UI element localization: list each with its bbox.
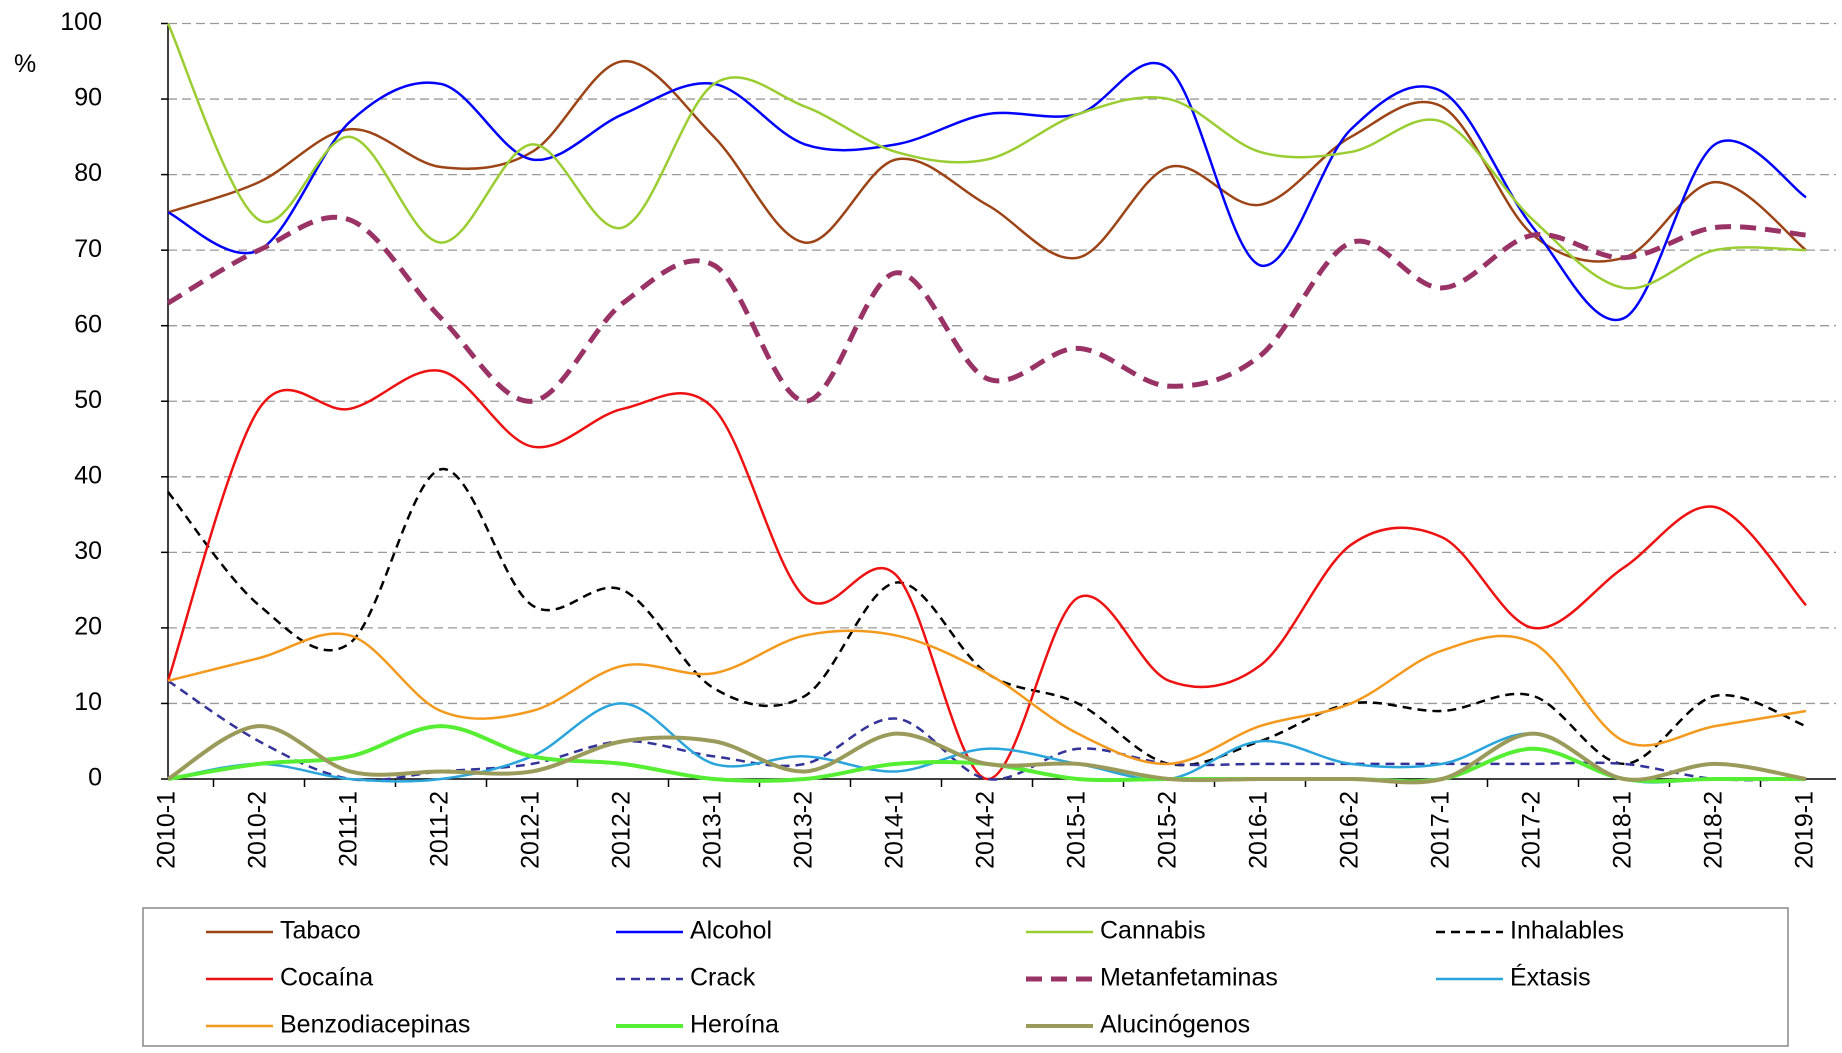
x-tick-label: 2015-2 — [1154, 791, 1182, 869]
series-line — [166, 369, 1807, 781]
series-line — [167, 467, 1807, 767]
x-tick-label: 2014-2 — [972, 791, 1000, 869]
y-tick-label: 0 — [88, 764, 102, 792]
x-tick-label: 2018-2 — [1700, 791, 1728, 869]
legend-label: Cannabis — [1100, 917, 1206, 945]
x-tick-label: 2015-1 — [1063, 791, 1091, 869]
y-tick-label: 50 — [74, 386, 102, 414]
y-tick-label: 80 — [74, 159, 102, 187]
x-tick-label: 2011-2 — [426, 791, 454, 867]
y-tick-label: 30 — [74, 537, 102, 565]
y-tick-label: 40 — [74, 461, 102, 489]
series-line — [166, 22, 1807, 290]
x-tick-label: 2018-1 — [1609, 791, 1637, 869]
legend-box — [142, 907, 1789, 1047]
y-tick-label: 10 — [74, 688, 102, 716]
legend-label: Benzodiacepinas — [280, 1011, 470, 1039]
x-tick-label: 2014-1 — [881, 791, 909, 869]
x-tick-label: 2010-1 — [153, 791, 181, 869]
x-tick-label: 2013-1 — [699, 791, 727, 869]
series-line — [167, 60, 1807, 263]
x-tick-label: 2013-2 — [790, 791, 818, 869]
x-tick-label: 2017-1 — [1427, 791, 1455, 869]
legend-label: Cocaína — [280, 964, 373, 992]
y-tick-label: 90 — [74, 84, 102, 112]
legend-label: Alucinógenos — [1100, 1011, 1250, 1039]
legend-label: Inhalables — [1510, 917, 1624, 945]
x-tick-label: 2019-1 — [1791, 791, 1819, 869]
y-axis-label: % — [14, 50, 36, 78]
x-tick-label: 2012-1 — [517, 791, 545, 869]
legend-label: Crack — [690, 964, 756, 992]
y-tick-label: 60 — [74, 310, 102, 338]
legend-label: Alcohol — [690, 917, 772, 945]
y-tick-label: 20 — [74, 613, 102, 641]
x-tick-label: 2017-2 — [1518, 791, 1546, 869]
legend-label: Tabaco — [280, 917, 361, 945]
series-line — [167, 61, 1807, 322]
x-tick-label: 2011-1 — [335, 791, 363, 867]
series-line — [167, 629, 1807, 766]
legend-label: Metanfetaminas — [1100, 964, 1278, 992]
y-tick-label: 70 — [74, 235, 102, 263]
x-tick-label: 2010-2 — [244, 791, 272, 869]
series-line — [166, 214, 1807, 404]
x-tick-label: 2016-2 — [1336, 791, 1364, 869]
x-tick-label: 2012-2 — [608, 791, 636, 869]
x-tick-label: 2016-1 — [1245, 791, 1273, 869]
legend-label: Heroína — [690, 1011, 779, 1039]
legend-label: Éxtasis — [1510, 963, 1591, 992]
series-line — [166, 724, 1807, 785]
y-tick-label: 100 — [60, 8, 102, 36]
